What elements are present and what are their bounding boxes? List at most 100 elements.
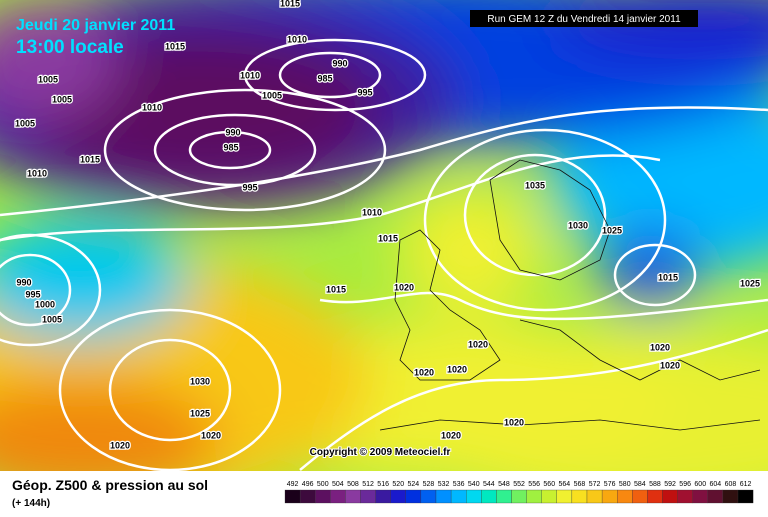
scale-swatch (571, 489, 588, 504)
scale-label: 520 (392, 481, 404, 488)
scale-label: 608 (725, 481, 737, 488)
scale-label: 552 (513, 481, 525, 488)
isobar-label: 990 (332, 58, 347, 68)
scale-label: 536 (453, 481, 465, 488)
isobar-label: 1015 (80, 154, 100, 164)
scale-swatch (511, 489, 527, 504)
scale-label: 596 (679, 481, 691, 488)
scale-swatch (737, 489, 754, 504)
isobar-label: 1015 (326, 284, 346, 294)
isobar-label: 995 (25, 289, 40, 299)
scale-swatch (632, 489, 648, 504)
isobar-label: 990 (16, 277, 31, 287)
scale-swatch (556, 489, 573, 504)
scale-label: 532 (438, 481, 450, 488)
isobar-label: 1020 (414, 367, 434, 377)
isobar-label: 1020 (447, 364, 467, 374)
scale-label: 576 (604, 481, 616, 488)
scale-label: 544 (483, 481, 495, 488)
footer-subtitle: (+ 144h) (12, 498, 50, 509)
scale-label: 572 (589, 481, 601, 488)
scale-label: 524 (408, 481, 420, 488)
isobar-label: 1005 (38, 74, 58, 84)
scale-label: 556 (528, 481, 540, 488)
scale-swatch (420, 489, 437, 504)
isobar-label: 1020 (660, 360, 680, 370)
scale-swatch (390, 489, 406, 504)
date: Jeudi 20 janvier 2011 (16, 17, 175, 34)
scale-label: 604 (710, 481, 722, 488)
scale-label: 508 (347, 481, 359, 488)
isobar-label: 1010 (142, 102, 162, 112)
isobar-label: 1020 (201, 430, 221, 440)
run-box (470, 10, 698, 27)
isobar-label: 1005 (15, 118, 35, 128)
footer-title: Géop. Z500 & pression au sol (12, 477, 208, 493)
scale-swatch (707, 489, 724, 504)
scale-swatch (375, 489, 391, 504)
isobar-label: 1020 (468, 339, 488, 349)
scale-label: 516 (377, 481, 389, 488)
copyright: Copyright © 2009 Meteociel.fr (310, 447, 451, 458)
scale-swatch (662, 489, 678, 504)
isobar-label: 1010 (27, 168, 47, 178)
scale-label: 584 (634, 481, 646, 488)
scale-swatch (677, 489, 693, 504)
isobar-label: 1005 (42, 314, 62, 324)
scale-label: 548 (498, 481, 510, 488)
isobar-label: 1015 (658, 272, 678, 282)
isobar-label: 1020 (110, 440, 130, 450)
isobar-label: 1030 (190, 376, 210, 386)
scale-label: 568 (574, 481, 586, 488)
scale-swatch (617, 489, 633, 504)
scale-label: 500 (317, 481, 329, 488)
scale-swatch (526, 489, 542, 504)
isobar-label: 1025 (740, 278, 760, 288)
isobar-label: 1020 (504, 417, 524, 427)
scale-label: 528 (423, 481, 435, 488)
scale-label: 492 (287, 481, 299, 488)
isobar-label: 1020 (394, 282, 414, 292)
scale-label: 564 (559, 481, 571, 488)
isobars (0, 38, 768, 471)
scale-label: 580 (619, 481, 631, 488)
scale-label: 496 (302, 481, 314, 488)
scale-swatch (299, 489, 316, 504)
scale-label: 512 (362, 481, 374, 488)
isobar-label: 1030 (568, 220, 588, 230)
scale-swatch (360, 489, 376, 504)
scale-label: 588 (649, 481, 661, 488)
scale-swatch (435, 489, 452, 504)
scale-swatch (330, 489, 346, 504)
scale-label: 540 (468, 481, 480, 488)
isobar-label: 1025 (602, 225, 622, 235)
isobar-label: 1005 (52, 94, 72, 104)
coastlines (379, 159, 761, 431)
isobar-label: 1015 (280, 0, 300, 8)
isobar-label: 1005 (262, 90, 282, 100)
isobar-label: 1035 (525, 180, 545, 190)
scale-label: 600 (694, 481, 706, 488)
isobar-label: 995 (357, 87, 372, 97)
scale-label: 560 (543, 481, 555, 488)
isobar-label: 1020 (650, 342, 670, 352)
isobar-label: 1015 (165, 41, 185, 51)
scale-swatch (284, 489, 301, 504)
scale-swatch (345, 489, 361, 504)
scale-swatch (586, 489, 603, 504)
scale-label: 504 (332, 481, 344, 488)
scale-swatch (722, 489, 739, 504)
scale-label: 592 (664, 481, 676, 488)
scale-swatch (481, 489, 497, 504)
isobar-label: 985 (317, 73, 332, 83)
isobar-label: 1010 (240, 70, 260, 80)
scale-swatch (405, 489, 422, 504)
isobar-label: 990 (225, 127, 240, 137)
isobar-label: 1010 (362, 207, 382, 217)
scale-swatch (466, 489, 482, 504)
isobar-label: 1010 (287, 34, 307, 44)
isobar-label: 1025 (190, 408, 210, 418)
scale-label: 612 (740, 481, 752, 488)
